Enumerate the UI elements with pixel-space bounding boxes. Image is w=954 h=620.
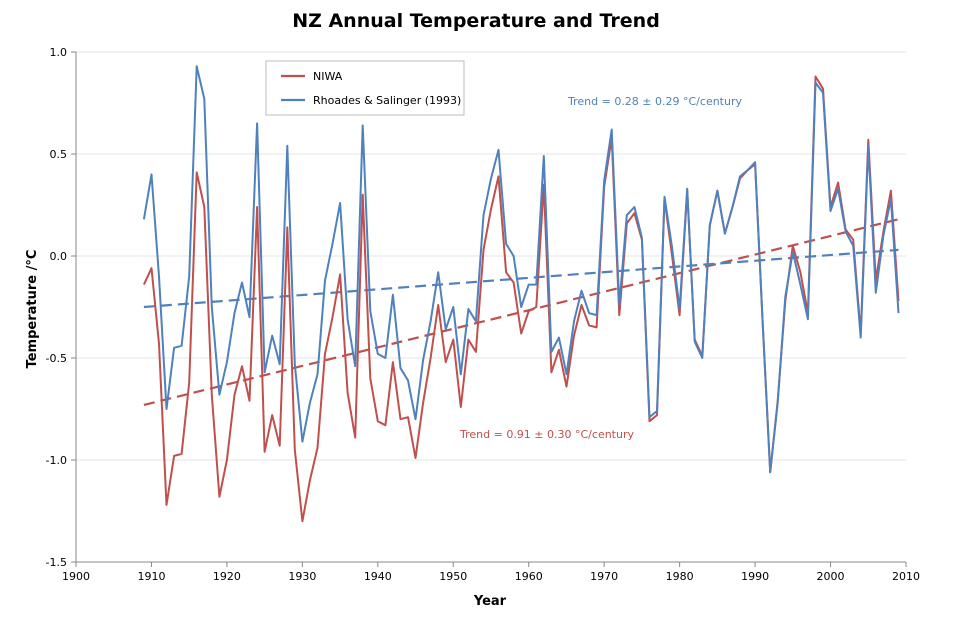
x-tick-label: 1970 — [590, 570, 618, 583]
trend-annotation-niwa: Trend = 0.91 ± 0.30 °C/century — [459, 428, 634, 441]
x-axis-label: Year — [473, 594, 507, 609]
x-tick-label: 2000 — [817, 570, 845, 583]
x-tick-label: 1930 — [288, 570, 316, 583]
y-tick-label: -0.5 — [46, 352, 67, 365]
legend-box — [265, 60, 465, 116]
x-tick-label: 2010 — [892, 570, 920, 583]
y-tick-label: 0.0 — [50, 250, 68, 263]
y-tick-label: -1.0 — [46, 454, 67, 467]
trend-line-niwa — [143, 218, 899, 406]
x-tick-label: 1990 — [741, 570, 769, 583]
x-tick-label: 1950 — [439, 570, 467, 583]
y-tick-label: 0.5 — [50, 148, 68, 161]
trend-annotation-rhoades: Trend = 0.28 ± 0.29 °C/century — [567, 95, 742, 108]
trend-line-rhoades — [143, 248, 899, 309]
legend-label-rhoades: Rhoades & Salinger (1993) — [313, 94, 461, 107]
y-tick-label: 1.0 — [50, 46, 68, 59]
x-tick-label: 1900 — [62, 570, 90, 583]
y-tick-label: -1.5 — [46, 556, 67, 569]
x-tick-label: 1940 — [364, 570, 392, 583]
gridlines — [76, 51, 906, 461]
x-tick-label: 1980 — [666, 570, 694, 583]
trend-lines — [143, 218, 899, 406]
series-line-rhoades — [142, 65, 900, 474]
chart-title: NZ Annual Temperature and Trend — [292, 10, 660, 32]
axes — [71, 51, 907, 567]
x-tick-label: 1960 — [515, 570, 543, 583]
y-axis-label: Temperature /°C — [25, 250, 40, 369]
x-tick-labels: 1900 1910 1920 1930 1940 1950 1960 1970 1980 1990… — [62, 570, 920, 583]
y-tick-labels: 1.0 0.5 0.0 -0.5 -1.0 -1.5 — [46, 46, 67, 569]
legend: NIWA Rhoades & Salinger (1993) — [265, 60, 465, 116]
x-tick-label: 1910 — [137, 570, 165, 583]
x-tick-label: 1920 — [213, 570, 241, 583]
series-lines — [142, 65, 900, 523]
legend-label-niwa: NIWA — [313, 70, 343, 83]
